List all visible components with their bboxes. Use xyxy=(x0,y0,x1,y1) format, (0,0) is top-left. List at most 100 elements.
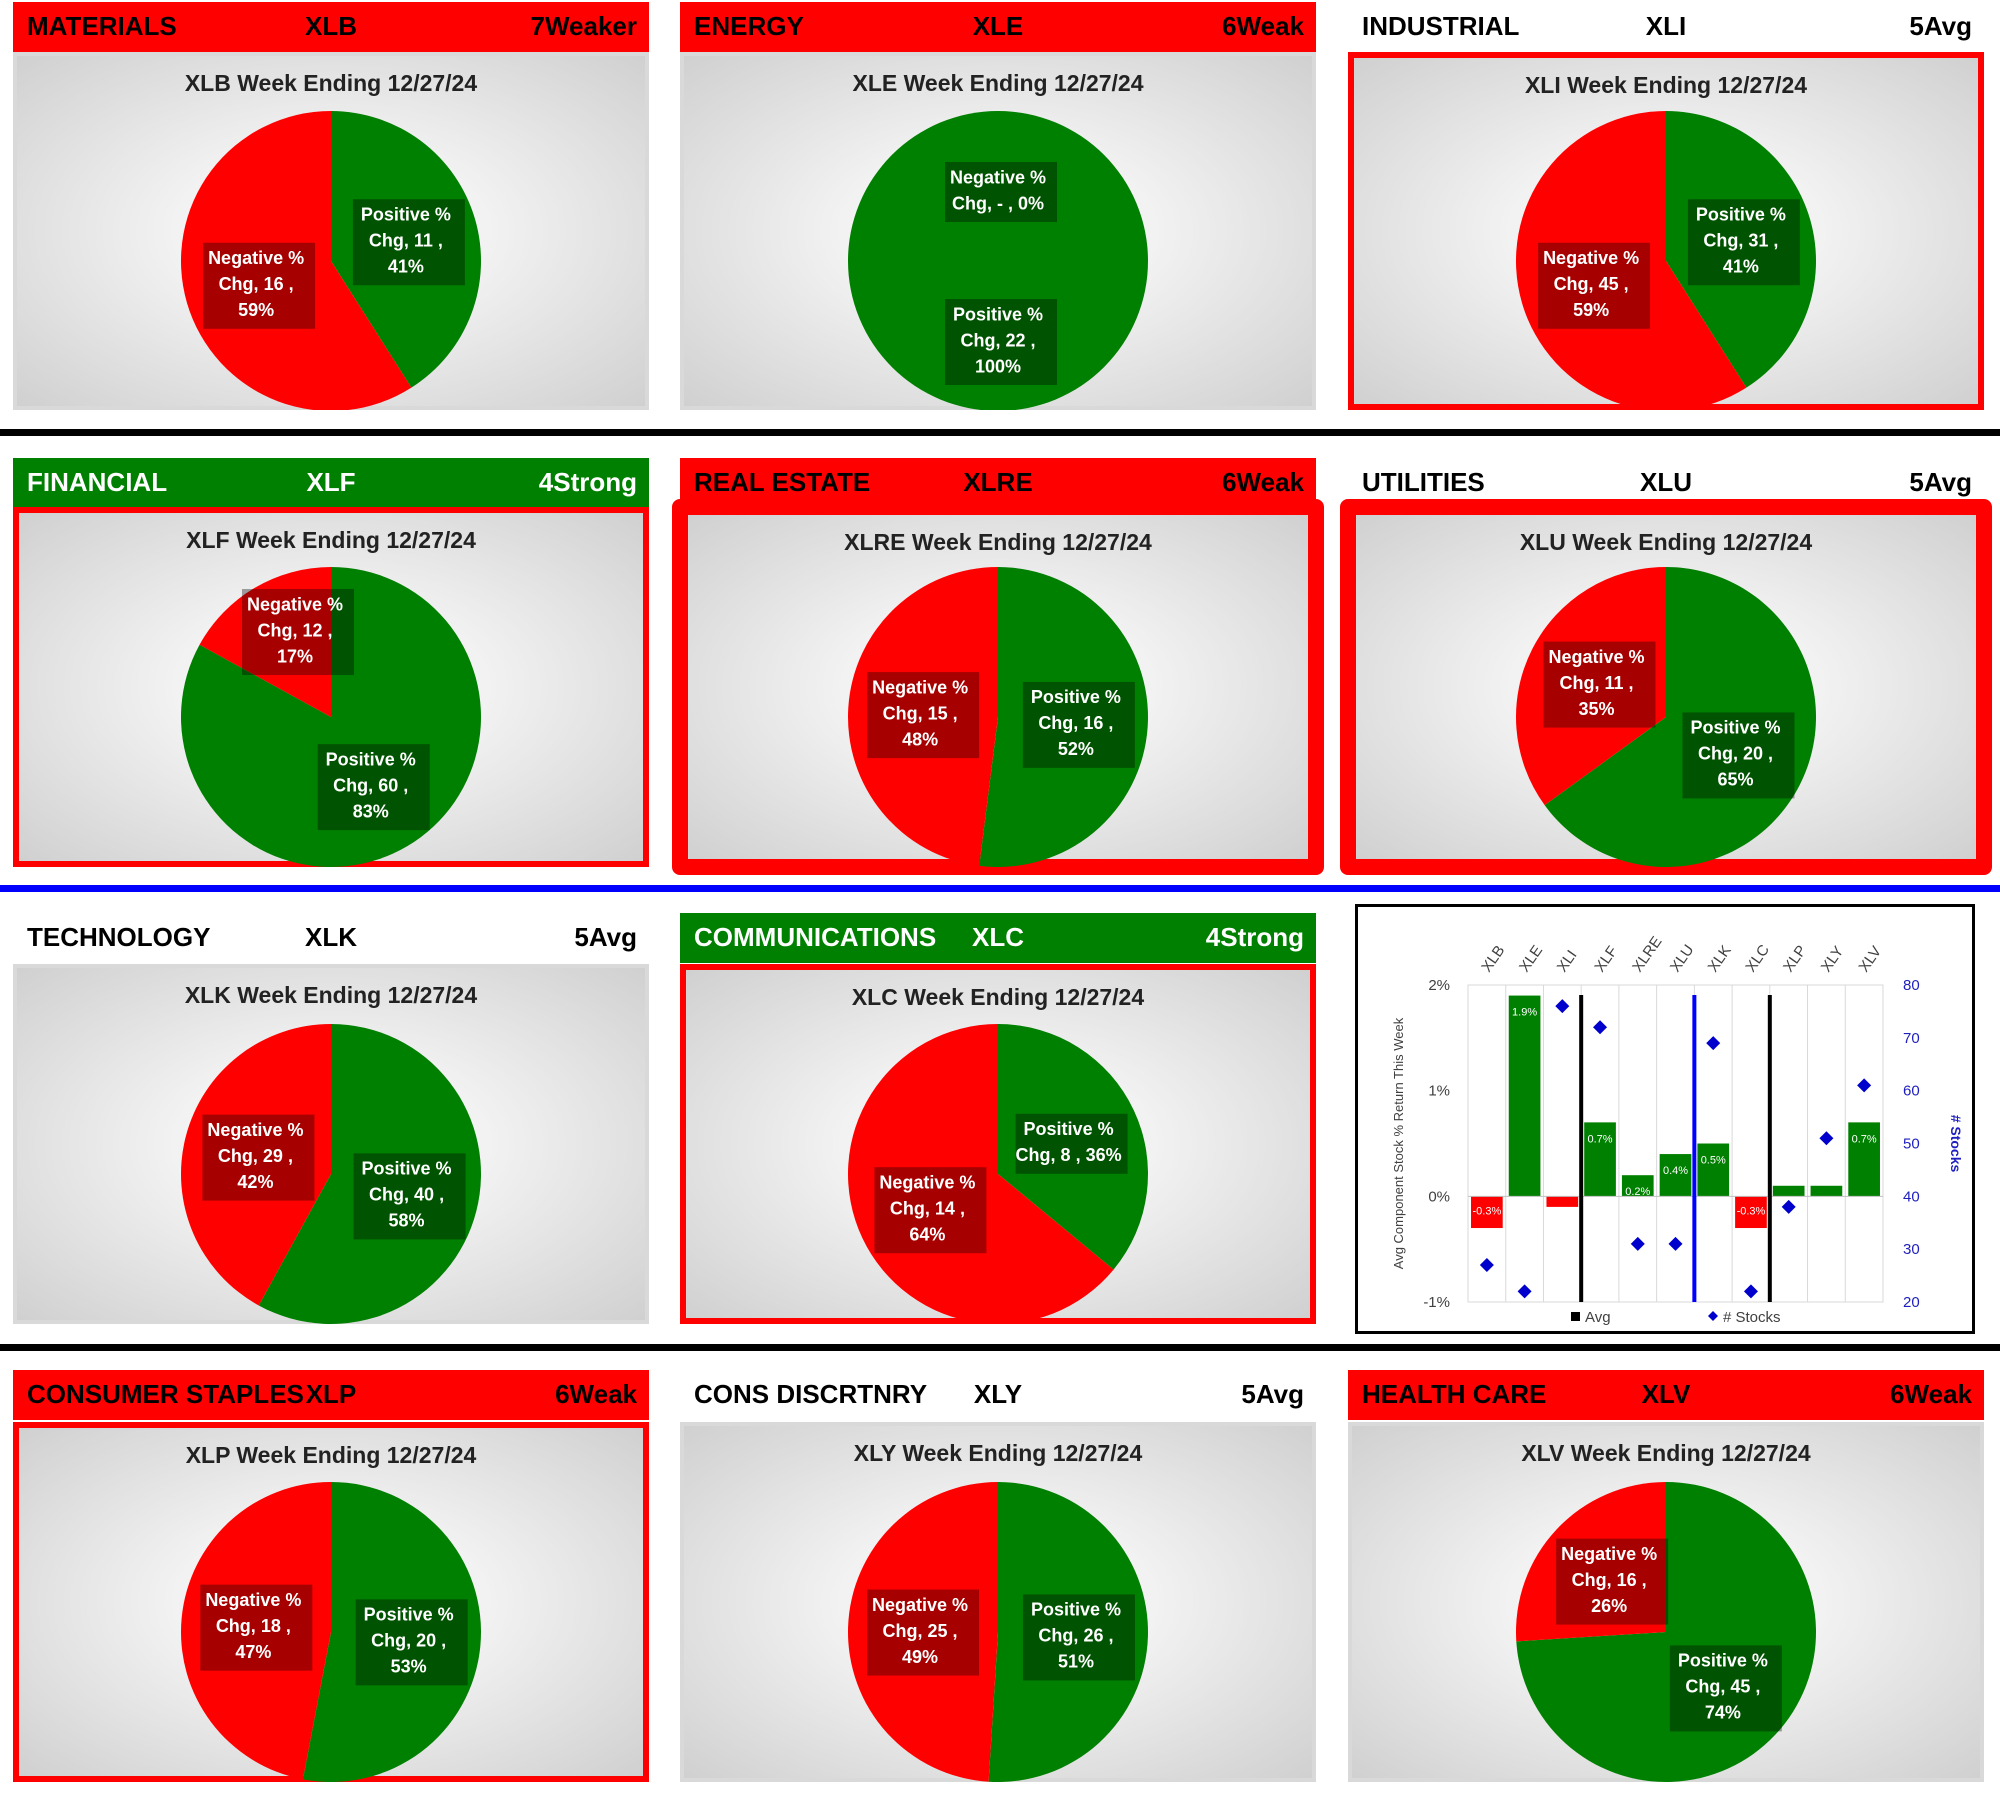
xlre-positive-slice xyxy=(979,567,1148,867)
avg-bar-xlb xyxy=(1471,1196,1503,1229)
xlu-negative-label-line-2: Chg, 11 , xyxy=(1559,673,1633,693)
xlu-positive-label-part: 65% xyxy=(1717,770,1753,790)
xlb-rating: 7Weaker xyxy=(530,11,638,41)
xlf-positive-label-shadow xyxy=(317,744,430,831)
xlu-negative-slice xyxy=(1516,567,1666,806)
xlre-positive-label-shadow xyxy=(1022,681,1135,768)
stocks-marker-xlv xyxy=(1857,1078,1872,1093)
xlc-positive-label-part: Positive % xyxy=(1024,1119,1114,1139)
xlv-negative-label: Negative % Chg, 16 , 26% xyxy=(1556,1538,1669,1625)
y2-tick-label: 40 xyxy=(1903,1188,1920,1205)
xlb-sector-name: MATERIALS xyxy=(27,11,177,41)
xlf-negative-label-shadow xyxy=(242,589,354,675)
xli-negative-label-part: , xyxy=(1619,274,1629,294)
row-divider-1 xyxy=(0,429,2000,436)
xlf-pie-svg: Positive % Chg, 60 , 83% Negative % Chg, 12 … xyxy=(181,567,482,867)
chart-legend: Avg # Stocks xyxy=(1571,1309,1781,1326)
xlf-negative-label-part: Negative % xyxy=(247,594,343,614)
xle-positive-label-part: 22 xyxy=(1005,330,1025,350)
xlf-rating: 4Strong xyxy=(538,467,637,497)
xlc-positive-label-part: Chg, xyxy=(1016,1145,1056,1165)
avg-bar-xli xyxy=(1546,1196,1579,1207)
xlb-negative-label-line-3: 59% xyxy=(238,300,274,320)
xli-positive-label-part: 31 xyxy=(1748,231,1768,251)
xlre-positive-label: Positive % Chg, 16 , 52% xyxy=(1022,681,1135,768)
xlk-positive-slice xyxy=(258,1024,481,1324)
xli-negative-label-part: 45 xyxy=(1599,274,1619,294)
stocks-marker-xlu xyxy=(1668,1236,1683,1251)
xlv-negative-slice xyxy=(1516,1482,1666,1642)
stocks-marker-xlk xyxy=(1706,1036,1721,1051)
xlv-sector-name: HEALTH CARE xyxy=(1362,1379,1547,1409)
xlre-negative-label-part: 48% xyxy=(902,729,938,749)
xlb-positive-label-line-3: 41% xyxy=(388,257,424,277)
xle-positive-label-part: , xyxy=(1026,330,1036,350)
xlp-ticker: XLP xyxy=(305,1379,357,1409)
stocks-marker-xli xyxy=(1555,999,1570,1014)
xlu-negative-label: Negative % Chg, 11 , 35% xyxy=(1543,641,1656,728)
stocks-marker-xlp xyxy=(1781,1199,1796,1214)
xle-positive-slice xyxy=(848,111,1148,410)
xlk-positive-label-part: , xyxy=(434,1185,444,1205)
xlu-positive-label-part: Chg, xyxy=(1698,744,1738,764)
xlv-positive-label-part: Positive % xyxy=(1678,1651,1768,1671)
xlf-positive-label-part: Chg, xyxy=(333,775,373,795)
xlb-positive-label-line-2: Chg, 11 , xyxy=(369,231,443,251)
xlb-negative-label-part: Negative % xyxy=(208,248,304,268)
xlp-pie-svg: Positive % Chg, 20 , 53% Negative % Chg, 18 … xyxy=(180,1482,481,1782)
xle-positive-label-line-1: Positive % xyxy=(953,304,1043,324)
xlk-negative-label-part: 42% xyxy=(237,1172,273,1192)
xly-ticker: XLY xyxy=(973,1379,1023,1409)
avg-bar-xlv xyxy=(1848,1122,1880,1197)
avg-bar-label: 0.7% xyxy=(1588,1133,1613,1145)
xlre-positive-label-part: 52% xyxy=(1058,739,1094,759)
xlp-chart-title: XLP Week Ending 12/27/24 xyxy=(185,1442,477,1468)
xlu-negative-label-part: Chg, xyxy=(1559,673,1599,693)
avg-bar-xlc xyxy=(1735,1196,1767,1229)
row-divider-2 xyxy=(0,885,2000,892)
xly-rating: 5Avg xyxy=(1241,1379,1304,1409)
xlu-negative-label-part: Negative % xyxy=(1548,647,1644,667)
xlv-negative-label-part: 26% xyxy=(1591,1596,1627,1616)
xlp-positive-label-part: 53% xyxy=(391,1657,427,1677)
xlb-negative-label-line-1: Negative % xyxy=(208,248,304,268)
xlc-positive-label-part: , 36% xyxy=(1071,1145,1122,1165)
xly-positive-label-part: 51% xyxy=(1058,1652,1094,1672)
xle-pie-svg: Positive %Chg, 22 ,100%Negative %Chg, - … xyxy=(848,111,1148,410)
xlf-negative-label-line-3: 17% xyxy=(277,646,313,666)
xlk-negative-label-line-3: 42% xyxy=(237,1172,273,1192)
xlk-negative-label: Negative % Chg, 29 , 42% xyxy=(202,1114,315,1201)
xlf-positive-label-part: 83% xyxy=(353,801,389,821)
xlb-positive-label-part: 11 xyxy=(414,231,433,251)
legend-avg-label: Avg xyxy=(1585,1309,1611,1326)
xlk-positive-label-line-3: 58% xyxy=(389,1211,425,1231)
xli-positive-label-part: Chg, xyxy=(1703,231,1743,251)
xlv-negative-label-line-3: 26% xyxy=(1591,1596,1627,1616)
xlu-chart-title: XLU Week Ending 12/27/24 xyxy=(1519,529,1813,555)
xle-positive-label: Positive %Chg, 22 ,100% xyxy=(945,299,1057,385)
xly-negative-label-line-1: Negative % xyxy=(872,1595,968,1615)
xlre-negative-label-part: Chg, xyxy=(883,703,923,723)
xlc-chart-title: XLC Week Ending 12/27/24 xyxy=(851,984,1145,1010)
xlp-negative-label-part: Negative % xyxy=(205,1590,301,1610)
xli-positive-label-part: , xyxy=(1768,231,1778,251)
stocks-marker-xly xyxy=(1819,1131,1834,1146)
xlp-positive-label-line-3: 53% xyxy=(391,1657,427,1677)
xlre-negative-label-line-1: Negative % xyxy=(872,677,968,697)
xlu-negative-label-shadow xyxy=(1543,641,1656,728)
xlv-positive-label-shadow xyxy=(1669,1645,1782,1732)
xlp-negative-label-part: , xyxy=(281,1616,291,1636)
xlu-positive-label-line-1: Positive % xyxy=(1690,718,1780,738)
xlf-negative-label-line-1: Negative % xyxy=(247,594,343,614)
xlc-sector-name: COMMUNICATIONS xyxy=(694,922,937,952)
xlp-positive-slice xyxy=(302,1482,481,1782)
xlf-header: XLF FINANCIAL 4Strong xyxy=(13,458,649,508)
xli-negative-label: Negative % Chg, 45 , 59% xyxy=(1538,242,1651,329)
xlc-negative-label-part: , xyxy=(955,1198,965,1218)
xlv-positive-label-line-1: Positive % xyxy=(1678,1651,1768,1671)
y2-tick-label: 50 xyxy=(1903,1136,1920,1153)
xli-negative-label-line-2: Chg, 45 , xyxy=(1554,274,1629,294)
xlc-negative-label-line-3: 64% xyxy=(909,1224,945,1244)
y2-tick-label: 60 xyxy=(1903,1083,1920,1100)
xly-positive-label-part: Positive % xyxy=(1031,1600,1121,1620)
